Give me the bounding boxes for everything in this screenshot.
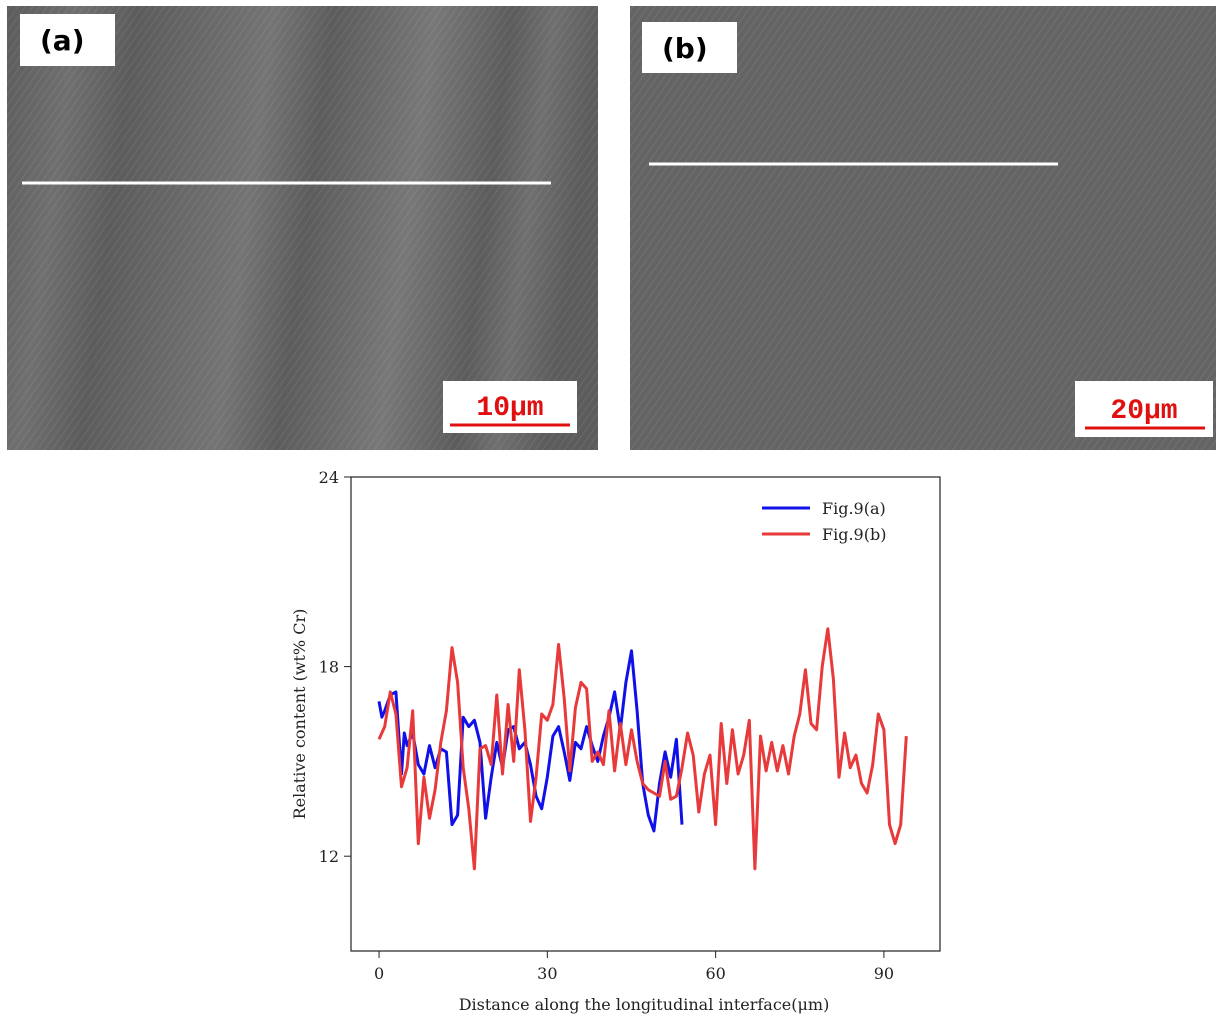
x-tick-label: 90	[874, 964, 894, 983]
data-line	[377, 627, 908, 871]
x-tick-label: 30	[537, 964, 557, 983]
panel-label: (b)	[662, 32, 708, 65]
plot-frame	[350, 476, 941, 952]
x-tick-label: 0	[374, 964, 384, 983]
x-tick-label: 60	[705, 964, 725, 983]
legend-label: Fig.9(a)	[822, 499, 886, 518]
panel-label: (a)	[40, 24, 85, 57]
sem-image-b: (b) 20μm	[630, 6, 1216, 450]
scale-bar-label: 10μm	[476, 393, 543, 424]
y-axis-title: Relative content (wt% Cr)	[290, 609, 309, 820]
y-tick-label: 18	[319, 658, 339, 677]
y-tick-label: 12	[319, 847, 339, 866]
sem-image-a: (a) 10μm	[7, 6, 598, 450]
legend-label: Fig.9(b)	[822, 525, 886, 544]
scale-bar-label: 20μm	[1110, 396, 1177, 427]
x-axis-title: Distance along the longitudinal interfac…	[459, 995, 830, 1014]
y-tick-label: 24	[319, 468, 339, 487]
